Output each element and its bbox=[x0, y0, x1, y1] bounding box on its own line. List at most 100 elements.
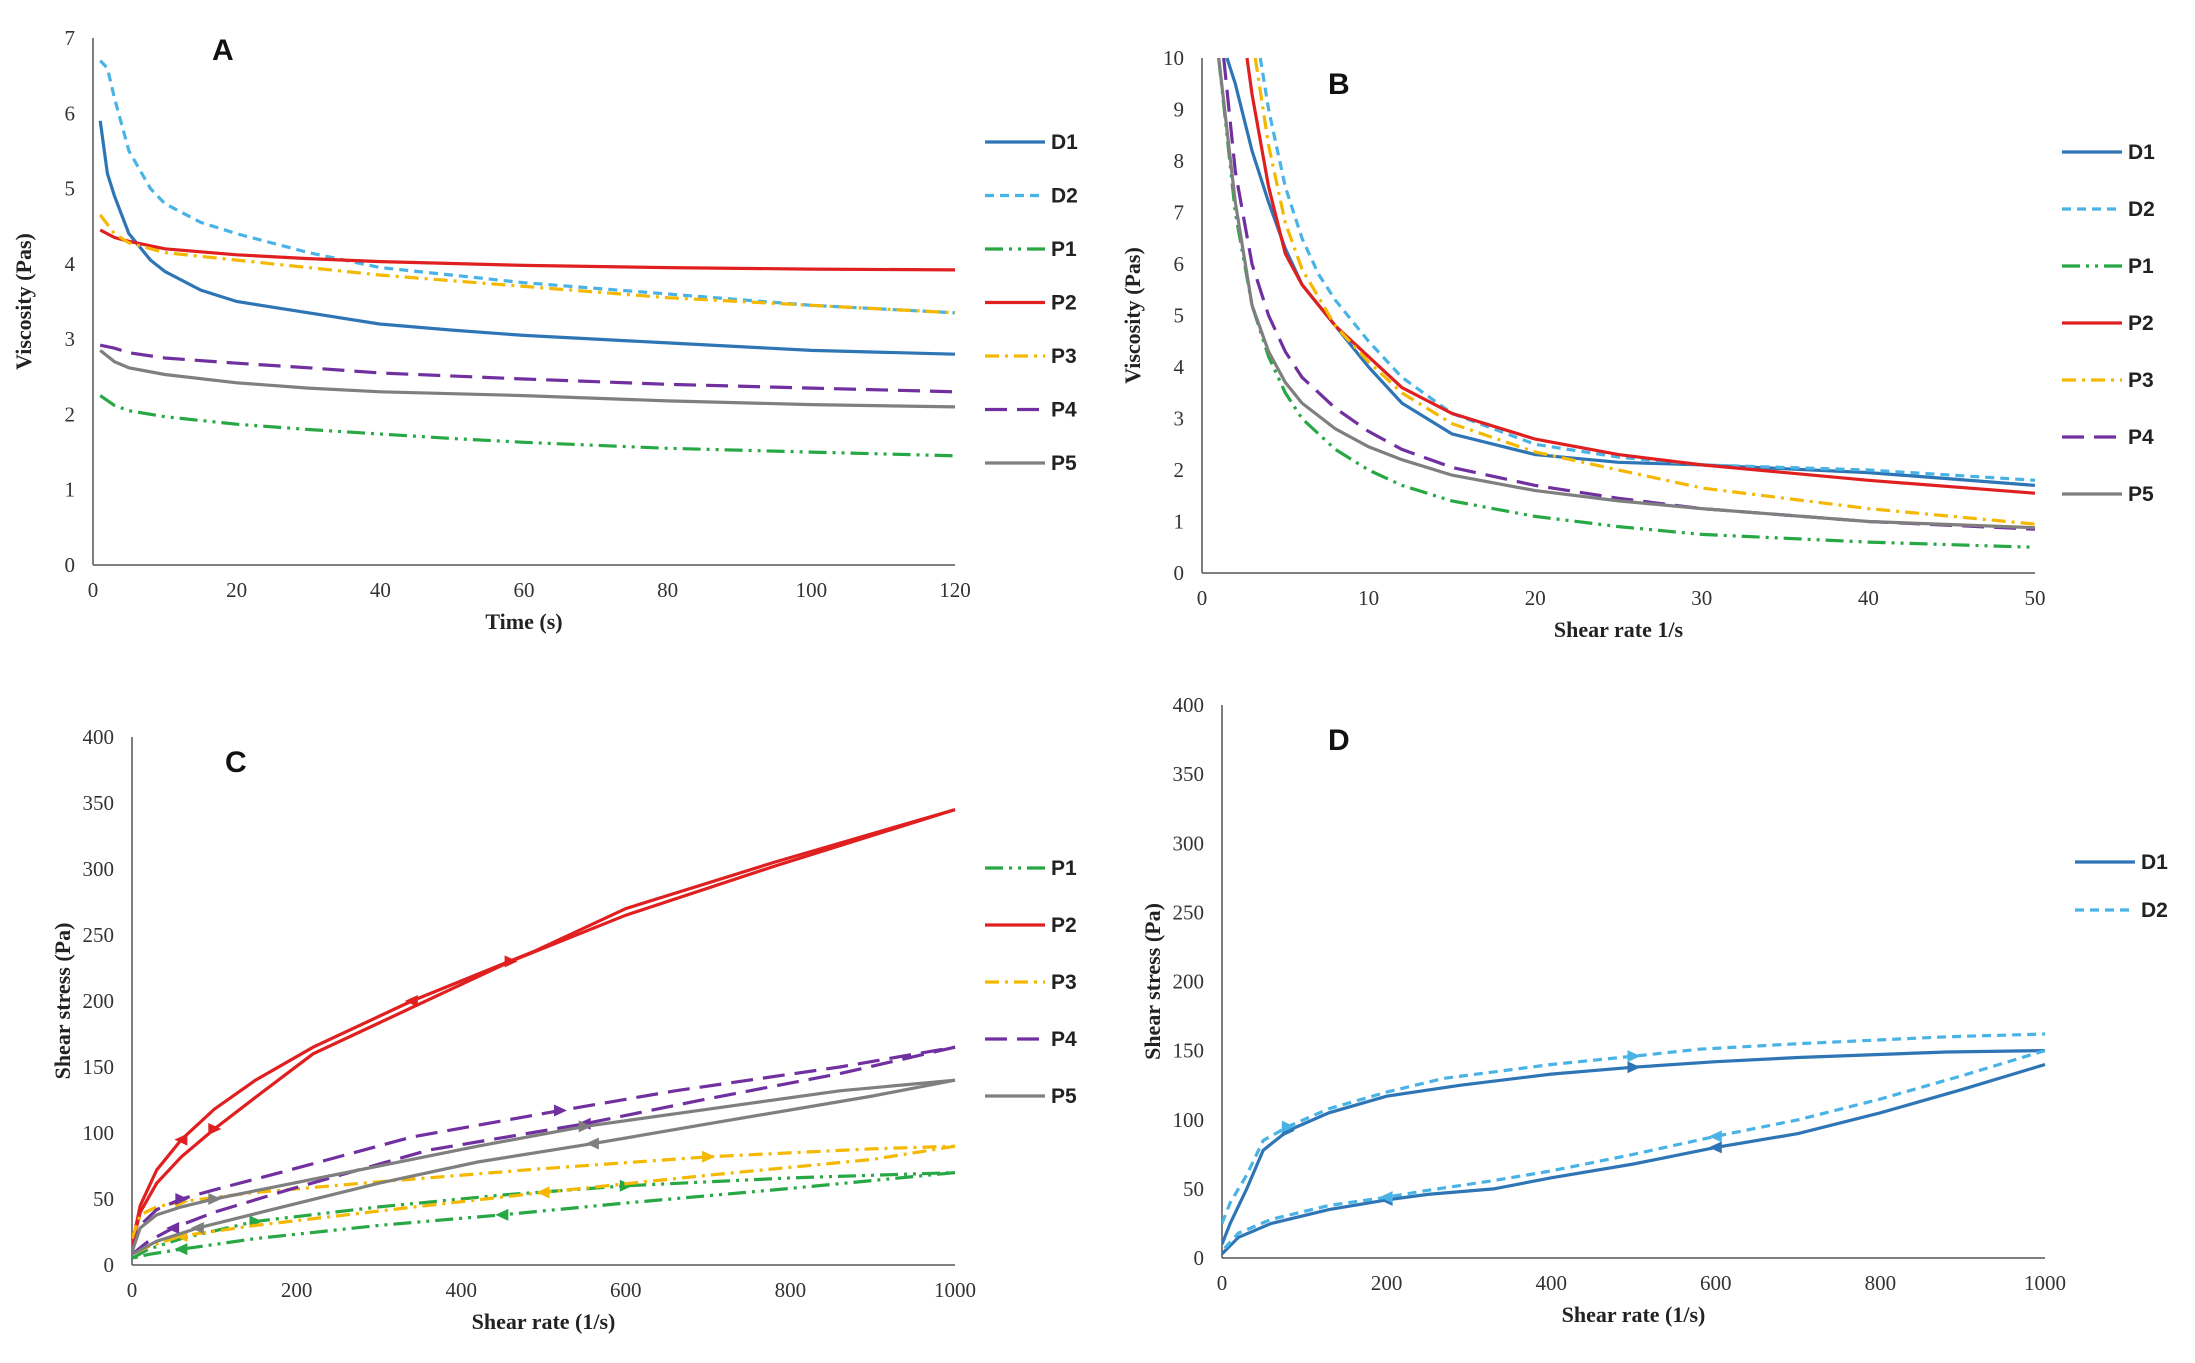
direction-marker-d2 bbox=[1708, 1130, 1722, 1143]
legend-label-p2: P2 bbox=[2128, 312, 2154, 335]
series-line-d1 bbox=[1225, 57, 2036, 487]
direction-marker-p3 bbox=[536, 1186, 550, 1199]
y-axis-title: Viscosity (Pas) bbox=[11, 233, 36, 370]
y-tick-label: 3 bbox=[65, 327, 76, 351]
x-tick-label: 600 bbox=[1700, 1271, 1732, 1295]
panel-letter-d: D bbox=[1328, 724, 1350, 757]
x-axis-title: Shear rate (1/s) bbox=[1562, 1302, 1706, 1327]
direction-marker-p2 bbox=[208, 1123, 222, 1136]
y-tick-label: 2 bbox=[1174, 458, 1185, 482]
panel-letter-a: A bbox=[212, 34, 234, 67]
direction-marker-d2 bbox=[1627, 1050, 1641, 1063]
series-line-p2 bbox=[1245, 57, 2036, 495]
direction-marker-p1 bbox=[619, 1179, 633, 1192]
y-tick-label: 250 bbox=[1173, 900, 1205, 924]
y-tick-label: 6 bbox=[1174, 252, 1185, 276]
legend-label-p3: P3 bbox=[1051, 971, 1077, 994]
x-tick-label: 200 bbox=[281, 1278, 313, 1302]
series-line-p2-up bbox=[132, 808, 956, 1246]
y-tick-label: 8 bbox=[1174, 149, 1185, 173]
y-tick-label: 100 bbox=[83, 1121, 115, 1145]
x-tick-label: 40 bbox=[370, 578, 391, 602]
series-line-p3-up bbox=[132, 1144, 956, 1240]
direction-marker-p5 bbox=[190, 1222, 204, 1235]
series-line-d2 bbox=[99, 59, 956, 315]
series-line-p3-down bbox=[132, 1144, 956, 1256]
series-line-d1-up bbox=[1222, 1049, 2046, 1245]
y-tick-label: 5 bbox=[65, 177, 76, 201]
x-tick-label: 40 bbox=[1858, 586, 1879, 610]
y-tick-label: 0 bbox=[1194, 1246, 1205, 1270]
legend-label-p3: P3 bbox=[1051, 345, 1077, 368]
y-tick-label: 300 bbox=[83, 857, 115, 881]
series-line-p4 bbox=[1222, 57, 2036, 531]
x-tick-label: 400 bbox=[1535, 1271, 1567, 1295]
direction-marker-p5 bbox=[585, 1137, 599, 1150]
y-tick-label: 4 bbox=[65, 252, 76, 276]
series-line-p3 bbox=[98, 213, 956, 315]
x-tick-label: 20 bbox=[1525, 586, 1546, 610]
direction-marker-p4 bbox=[166, 1222, 180, 1235]
direction-marker-p4 bbox=[553, 1104, 567, 1117]
y-tick-label: 150 bbox=[1173, 1039, 1205, 1063]
x-tick-label: 800 bbox=[1865, 1271, 1897, 1295]
y-tick-label: 250 bbox=[83, 923, 115, 947]
y-tick-label: 0 bbox=[1174, 561, 1185, 585]
y-tick-label: 400 bbox=[83, 725, 115, 749]
direction-marker-d1 bbox=[1708, 1141, 1722, 1154]
y-tick-label: 7 bbox=[1174, 201, 1185, 225]
legend-label-p4: P4 bbox=[1051, 399, 1077, 422]
legend-label-p5: P5 bbox=[1051, 452, 1077, 475]
y-tick-label: 50 bbox=[1183, 1177, 1204, 1201]
legend-label-p1: P1 bbox=[2128, 255, 2154, 278]
legend-label-p1: P1 bbox=[1051, 238, 1077, 261]
x-tick-label: 10 bbox=[1358, 586, 1379, 610]
x-tick-label: 50 bbox=[2025, 586, 2046, 610]
y-tick-label: 400 bbox=[1173, 693, 1205, 717]
legend-label-d2: D2 bbox=[2141, 899, 2168, 922]
legend-label-d1: D1 bbox=[1051, 131, 1078, 154]
legend-label-d2: D2 bbox=[1051, 185, 1078, 208]
legend-label-p4: P4 bbox=[1051, 1028, 1077, 1051]
series-line-p4 bbox=[99, 343, 956, 394]
x-tick-label: 0 bbox=[1217, 1271, 1228, 1295]
series-line-p1-up bbox=[132, 1171, 956, 1260]
y-tick-label: 4 bbox=[1174, 355, 1185, 379]
y-tick-label: 1 bbox=[1174, 510, 1185, 534]
direction-marker-p5 bbox=[208, 1193, 222, 1205]
legend-label-d1: D1 bbox=[2128, 141, 2155, 164]
x-tick-label: 1000 bbox=[934, 1278, 976, 1302]
legend-label-p3: P3 bbox=[2128, 369, 2154, 392]
x-tick-label: 0 bbox=[88, 578, 99, 602]
series-line-p4-up bbox=[132, 1045, 956, 1253]
panel-letter-b: B bbox=[1328, 68, 1350, 101]
y-axis-title: Viscosity (Pas) bbox=[1120, 247, 1145, 384]
y-tick-label: 10 bbox=[1163, 46, 1184, 70]
y-tick-label: 200 bbox=[1173, 970, 1205, 994]
series-line-p2-down bbox=[132, 808, 956, 1246]
direction-marker-p1 bbox=[174, 1243, 188, 1256]
series-line-d2-up bbox=[1222, 1032, 2046, 1224]
y-tick-label: 200 bbox=[83, 989, 115, 1013]
series-line-d2 bbox=[1258, 57, 2036, 482]
x-tick-label: 200 bbox=[1371, 1271, 1403, 1295]
y-tick-label: 350 bbox=[83, 791, 115, 815]
direction-marker-p2 bbox=[404, 995, 418, 1007]
y-tick-label: 0 bbox=[104, 1253, 115, 1277]
series-line-p2 bbox=[99, 228, 956, 272]
panel-letter-c: C bbox=[225, 746, 247, 779]
y-tick-label: 1 bbox=[65, 478, 76, 502]
y-tick-label: 9 bbox=[1174, 98, 1185, 122]
legend-label-p1: P1 bbox=[1051, 857, 1077, 880]
series-line-d1 bbox=[98, 120, 956, 356]
series-line-p3 bbox=[1253, 57, 2036, 526]
y-tick-label: 150 bbox=[83, 1055, 115, 1079]
x-tick-label: 600 bbox=[610, 1278, 642, 1302]
direction-marker-p2 bbox=[174, 1133, 188, 1146]
x-tick-label: 0 bbox=[127, 1278, 138, 1302]
panel-a-viscosity-time: A 0 20 40 60 80 100 120 0 1 2 3 4 5 6 7 Time (s) Viscosi… bbox=[11, 26, 1078, 634]
y-tick-label: 6 bbox=[65, 101, 76, 125]
series-line-d1-down bbox=[1222, 1062, 2046, 1256]
series-line-d2-down bbox=[1222, 1049, 2046, 1253]
